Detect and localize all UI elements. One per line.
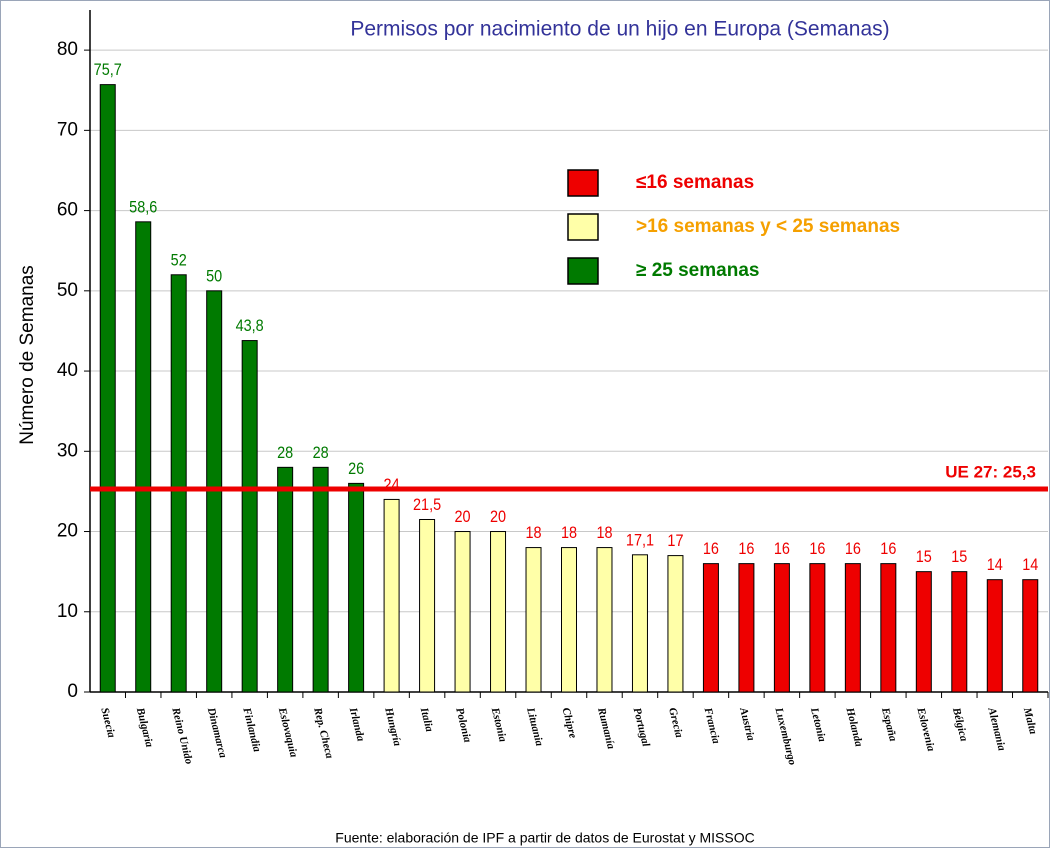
data-label: 28: [313, 444, 329, 462]
legend-swatch: [567, 257, 599, 285]
bar: [631, 554, 648, 693]
bar: [667, 555, 684, 693]
bar: [348, 482, 365, 693]
data-label: 15: [916, 548, 932, 566]
data-label: 16: [774, 540, 790, 558]
y-tick-label: 20: [57, 521, 78, 542]
legend-label: >16 semanas y < 25 semanas: [636, 216, 900, 237]
data-label: 17,1: [626, 531, 654, 549]
data-label: 16: [845, 540, 861, 558]
data-label: 16: [738, 540, 754, 558]
bar: [738, 563, 755, 693]
bar: [170, 274, 187, 693]
bar: [241, 340, 258, 693]
y-tick-label: 0: [67, 681, 78, 702]
legend-label: ≤16 semanas: [636, 172, 754, 193]
bar: [844, 563, 861, 693]
reference-label: UE 27: 25,3: [945, 462, 1036, 481]
bar: [490, 531, 507, 693]
data-label: 14: [1022, 556, 1038, 574]
legend-label: ≥ 25 semanas: [636, 260, 759, 281]
bar: [135, 221, 152, 693]
y-tick-label: 10: [57, 601, 78, 622]
y-axis-label: Número de Semanas: [17, 265, 38, 445]
bar: [1022, 579, 1039, 693]
data-label: 14: [987, 556, 1003, 574]
y-tick-label: 40: [57, 360, 78, 381]
chart-title: Permisos por nacimiento de un hijo en Eu…: [350, 18, 889, 41]
y-tick-label: 60: [57, 200, 78, 221]
data-label: 18: [561, 524, 577, 542]
data-label: 17: [667, 532, 683, 550]
bar: [419, 518, 436, 693]
data-label: 20: [490, 508, 506, 526]
legend-swatch: [567, 169, 599, 197]
bar: [99, 84, 116, 693]
bar: [383, 498, 400, 693]
data-label: 20: [455, 508, 471, 526]
source-note: Fuente: elaboración de IPF a partir de d…: [335, 830, 754, 846]
data-label: 52: [171, 251, 187, 269]
data-label: 58,6: [129, 198, 157, 216]
bar: [702, 563, 719, 693]
data-label: 75,7: [94, 61, 122, 79]
bar: [312, 466, 329, 693]
y-tick-label: 80: [57, 39, 78, 60]
bar: [277, 466, 294, 693]
data-label: 18: [596, 524, 612, 542]
bar: [773, 563, 790, 693]
y-tick-label: 70: [57, 119, 78, 140]
bar: [561, 547, 577, 693]
data-label: 18: [525, 524, 541, 542]
data-label: 43,8: [236, 317, 264, 335]
y-tick-label: 50: [57, 280, 78, 301]
data-label: 16: [809, 540, 825, 558]
data-label: 26: [348, 460, 364, 478]
data-label: 15: [951, 548, 967, 566]
bar: [525, 547, 542, 693]
bar: [880, 563, 897, 693]
bar: [596, 547, 613, 693]
bar: [454, 531, 471, 693]
data-label: 16: [703, 540, 719, 558]
bar: [951, 571, 968, 693]
data-label: 16: [880, 540, 896, 558]
data-label: 21,5: [413, 496, 441, 514]
bar: [915, 571, 932, 693]
bar: [809, 563, 826, 693]
legend-swatch: [567, 213, 599, 241]
y-tick-label: 30: [57, 440, 78, 461]
bar: [986, 579, 1003, 693]
data-label: 28: [277, 444, 293, 462]
data-label: 50: [206, 267, 222, 285]
